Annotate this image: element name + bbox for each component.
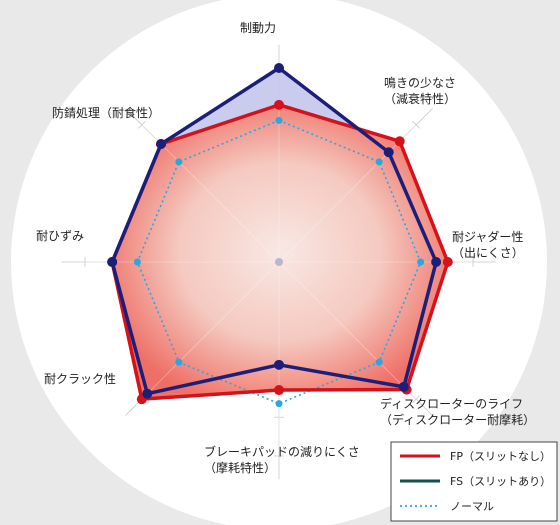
axis-label-line: 耐ひずみ [36,229,84,243]
series-normal-point [275,400,283,408]
axis-label-line: 防錆処理（耐食性） [52,105,160,120]
grid-spoke-overlay [141,261,280,400]
grid-spoke-overlay [278,124,417,263]
series-fp-point [442,257,453,267]
series-normal-point [275,116,283,124]
series-normal-point [375,358,383,366]
series-normal-point [175,358,183,366]
legend-label: ノーマル [450,500,494,513]
axis-label-4: ブレーキパッドの減りにくさ（摩耗特性） [204,444,360,475]
axis-label-7: 防錆処理（耐食性） [52,105,160,120]
series-fp-point [394,136,405,147]
series-fs-point [274,63,284,73]
grid-tick [412,121,420,129]
axis-label-line: ブレーキパッドの減りにくさ [204,444,360,459]
axis-label-line: （減衰特性） [384,91,456,106]
axis-label-line: 鳴きの少なさ [384,76,456,90]
chart-center [275,258,283,266]
series-fp-point [274,385,284,396]
series-normal-point [375,158,383,166]
axis-label-line: 耐クラック性 [44,372,116,386]
series-fs-point [142,388,153,399]
series-fs-point [383,147,394,158]
grid-tick [412,395,420,403]
series-fs-point [156,139,167,150]
series-normal-point [133,258,141,266]
series-normal-point [175,158,183,166]
grid-tick [138,121,146,129]
series-normal-point [417,258,425,266]
series-fs-point [398,381,409,392]
axis-label-2: 耐ジャダー性 （出にくさ） [452,229,524,260]
axis-label-line: （摩耗特性） [204,460,276,475]
axis-label-line: 制動力 [240,21,276,35]
axis-label-line: （出にくさ） [452,246,524,260]
axis-label-6: 耐ひずみ [36,229,84,243]
axis-label-line: 耐ジャダー性 [452,229,523,244]
series-fs-point [107,257,118,267]
grid-spoke-overlay [278,261,417,400]
grid-spoke-overlay [141,124,280,263]
series-fs-point [274,359,284,370]
series-fp-point [274,99,284,110]
axis-label-0: 制動力 [240,21,276,35]
legend-label: FP（スリットなし） [450,450,551,463]
series-fs-point [431,257,442,267]
axis-label-1: 鳴きの少なさ（減衰特性） [384,76,456,106]
axis-label-3: ディスクローターのライフ（ディスクローター耐摩耗） [380,396,535,427]
series-fp-area [112,104,448,400]
axis-label-5: 耐クラック性 [44,372,116,386]
axis-label-line: ディスクローターのライフ [380,396,523,411]
axis-label-line: （ディスクローター耐摩耗） [380,412,535,427]
legend-label: FS（スリットあり） [450,475,551,488]
